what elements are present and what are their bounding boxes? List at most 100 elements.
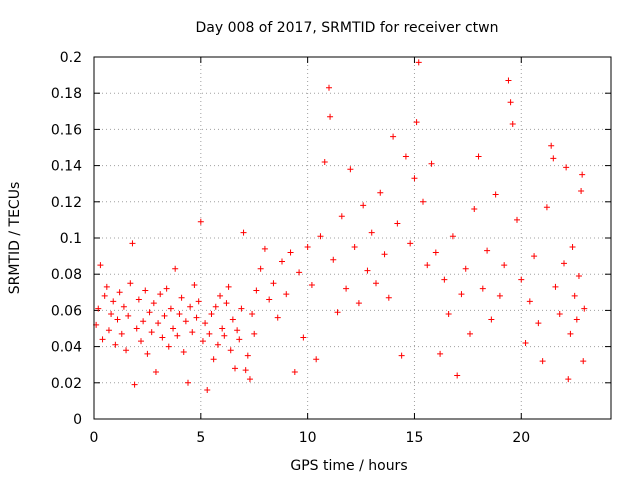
data-point <box>185 379 191 386</box>
data-point <box>394 220 401 227</box>
data-point <box>127 280 134 287</box>
data-point <box>522 339 529 346</box>
data-point <box>445 311 452 318</box>
data-point <box>170 325 177 332</box>
data-point <box>424 262 431 269</box>
plot-frame <box>93 56 612 420</box>
data-point <box>101 292 108 299</box>
y-tick-label: 0.04 <box>51 340 82 356</box>
data-point <box>304 244 311 251</box>
x-axis-label: GPS time / hours <box>290 458 407 474</box>
data-point <box>571 292 578 299</box>
data-point <box>249 311 256 318</box>
data-point <box>114 316 121 323</box>
data-point <box>548 142 555 149</box>
chart-title: Day 008 of 2017, SRMTID for receiver ctw… <box>196 20 499 36</box>
data-point <box>552 283 559 290</box>
data-point <box>187 303 194 310</box>
data-point <box>232 365 238 372</box>
data-point <box>236 336 243 343</box>
data-point <box>197 218 204 225</box>
data-point <box>193 314 200 321</box>
data-point <box>550 155 557 162</box>
data-point <box>163 285 170 292</box>
data-point <box>217 292 224 299</box>
data-point <box>441 276 448 283</box>
data-point <box>563 164 570 171</box>
data-point <box>509 120 516 127</box>
data-point <box>270 280 277 287</box>
y-tick-label: 0.18 <box>51 86 82 102</box>
data-point <box>120 303 127 310</box>
data-point <box>377 189 384 196</box>
x-tick-label: 10 <box>299 430 317 446</box>
data-point <box>317 233 324 240</box>
data-point <box>326 84 332 91</box>
data-point <box>208 311 215 318</box>
data-point <box>567 330 574 337</box>
data-point <box>360 202 367 209</box>
data-point <box>539 358 546 365</box>
axis-ticks: 0 0.02 0.04 0.06 0.08 0.1 0.12 0.14 0.16 0.18 0.2 0… <box>51 50 611 446</box>
data-point <box>138 338 144 345</box>
data-points <box>93 59 588 394</box>
data-point <box>189 329 196 336</box>
data-point <box>129 240 136 247</box>
data-point <box>210 356 217 363</box>
data-point <box>569 244 576 251</box>
data-point <box>242 367 249 374</box>
y-tick-label: 0.12 <box>51 195 82 211</box>
data-point <box>580 358 587 365</box>
data-point <box>368 229 375 236</box>
data-point <box>578 187 585 194</box>
x-tick-label: 15 <box>406 430 424 446</box>
data-point <box>330 256 337 263</box>
data-point <box>234 327 241 334</box>
data-point <box>308 282 315 289</box>
data-point <box>105 327 112 334</box>
data-point <box>174 332 181 339</box>
data-point <box>581 305 588 312</box>
data-point <box>246 376 253 383</box>
data-point <box>501 262 508 269</box>
data-point <box>471 206 478 213</box>
data-point <box>364 267 371 274</box>
data-point <box>458 291 465 298</box>
data-point <box>347 166 354 173</box>
data-point <box>123 347 130 354</box>
data-point <box>125 312 132 319</box>
y-tick-label: 0 <box>73 412 82 428</box>
data-point <box>492 191 499 198</box>
data-point <box>212 303 219 310</box>
data-point <box>402 153 409 160</box>
data-point <box>202 320 209 327</box>
data-point <box>479 285 486 292</box>
data-point <box>561 260 567 267</box>
data-point <box>385 294 392 301</box>
data-point <box>204 387 211 394</box>
data-point <box>454 372 461 379</box>
data-point <box>133 325 140 332</box>
data-point <box>543 204 550 211</box>
data-point <box>526 298 533 305</box>
data-point <box>95 305 102 312</box>
data-point <box>142 287 149 294</box>
y-tick-label: 0.06 <box>51 303 82 319</box>
data-point <box>291 368 298 375</box>
data-point <box>351 244 358 251</box>
data-point <box>556 311 563 318</box>
data-point <box>437 350 444 357</box>
data-point <box>103 283 110 290</box>
data-point <box>575 273 582 280</box>
data-point <box>296 269 303 276</box>
data-point <box>449 233 456 240</box>
data-point <box>131 381 138 388</box>
data-point <box>283 291 290 298</box>
data-point <box>214 341 221 348</box>
data-point <box>251 330 258 337</box>
data-point <box>373 280 379 287</box>
data-point <box>334 309 341 316</box>
data-point <box>148 329 155 336</box>
x-tick-label: 0 <box>90 430 99 446</box>
